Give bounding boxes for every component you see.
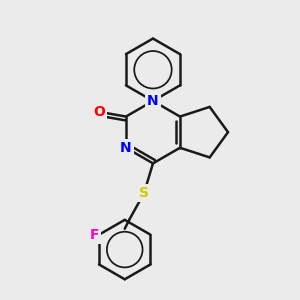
- Text: N: N: [120, 141, 132, 155]
- Text: S: S: [139, 186, 149, 200]
- Text: N: N: [147, 94, 159, 108]
- Text: O: O: [93, 105, 105, 119]
- Text: F: F: [90, 228, 99, 242]
